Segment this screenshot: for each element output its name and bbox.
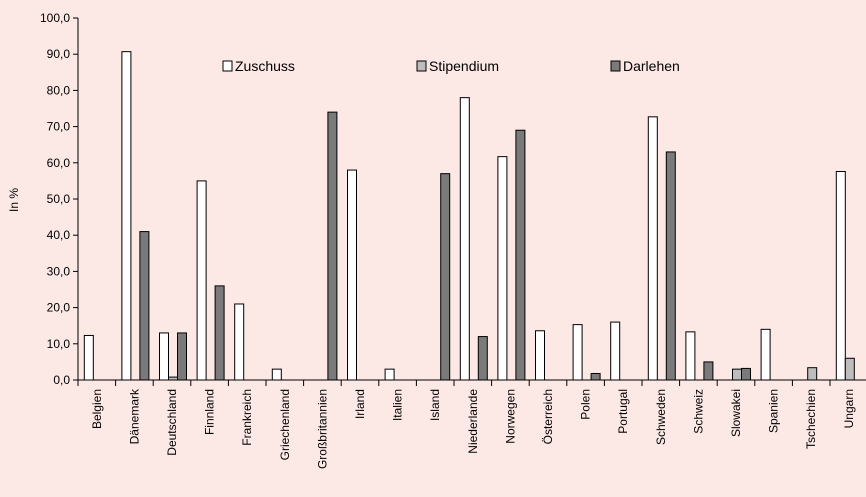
legend-swatch — [416, 60, 427, 72]
bar-stipendium — [844, 357, 855, 381]
bars — [83, 51, 855, 381]
y-tick-label: 100,0 — [40, 11, 70, 25]
bar-zuschuss — [459, 97, 470, 381]
bar-darlehen — [703, 361, 714, 381]
x-category-label: Belgien — [90, 389, 104, 429]
legend-label: Zuschuss — [235, 58, 295, 74]
y-tick-label: 80,0 — [47, 83, 71, 97]
y-tick-label: 70,0 — [47, 120, 71, 134]
x-category-label: Spanien — [767, 389, 781, 433]
bar-zuschuss — [647, 116, 658, 381]
bar-darlehen — [440, 173, 451, 381]
y-tick-label: 10,0 — [47, 337, 71, 351]
bar-darlehen — [327, 111, 338, 381]
bar-zuschuss — [535, 330, 545, 381]
bar-darlehen — [741, 367, 751, 381]
bar-zuschuss — [271, 368, 282, 381]
x-category-label: Slowakei — [729, 389, 743, 437]
bar-zuschuss — [196, 180, 207, 381]
legend-swatch — [222, 60, 233, 72]
x-category-label: Frankreich — [240, 389, 254, 446]
legend-label: Stipendium — [429, 58, 499, 74]
x-category-label: Polen — [579, 389, 593, 420]
bar-zuschuss — [760, 328, 771, 381]
x-category-label: Österreich — [541, 389, 555, 444]
x-category-label: Großbritannien — [315, 389, 329, 469]
x-category-label: Norwegen — [503, 389, 517, 444]
bar-darlehen — [214, 285, 225, 381]
bar-zuschuss — [572, 324, 583, 381]
x-category-label: Dänemark — [127, 388, 141, 444]
x-category-label: Portugal — [616, 389, 630, 434]
y-tick-label: 0,0 — [53, 373, 70, 387]
bar-darlehen — [477, 336, 488, 381]
x-category-label: Schweden — [654, 389, 668, 445]
bar-darlehen — [177, 332, 187, 381]
bar-zuschuss — [610, 321, 621, 381]
x-category-label: Island — [428, 389, 442, 421]
bar-darlehen — [590, 372, 601, 381]
y-tick-label: 30,0 — [47, 264, 71, 278]
bar-zuschuss — [835, 170, 846, 381]
bar-zuschuss — [234, 303, 245, 381]
x-category-label: Irland — [353, 389, 367, 419]
bar-zuschuss — [347, 169, 357, 381]
bar-darlehen — [665, 151, 676, 381]
y-tick-label: 20,0 — [47, 301, 71, 315]
x-category-label: Deutschland — [165, 389, 179, 456]
x-category-label: Finnland — [203, 389, 217, 435]
x-category-label: Ungarn — [842, 389, 856, 428]
bar-stipendium — [807, 367, 818, 381]
y-tick-label: 90,0 — [47, 47, 71, 61]
y-axis: 0,0 10,0 20,0 30,0 40,0 50,0 60,0 70,0 80,0 90,0 1… — [40, 11, 79, 387]
y-tick-label: 50,0 — [47, 192, 71, 206]
x-category-label: Griechenland — [278, 389, 292, 460]
legend-swatch — [610, 60, 621, 72]
x-category-label: Niederlande — [466, 389, 480, 454]
x-axis: Belgien Dänemark Deutschland Finnland Frankr… — [77, 379, 866, 469]
legend-label: Darlehen — [623, 58, 680, 74]
x-category-label: Tschechien — [804, 389, 818, 449]
bar-zuschuss — [497, 156, 508, 381]
y-tick-label: 40,0 — [47, 228, 71, 242]
bar-stipendium — [168, 376, 178, 381]
bar-zuschuss — [685, 331, 696, 381]
bar-zuschuss — [384, 368, 395, 381]
x-category-label: Italien — [391, 389, 405, 421]
legend: Zuschuss Stipendium Darlehen — [222, 58, 680, 74]
bar-darlehen — [139, 231, 150, 381]
bar-zuschuss — [121, 51, 132, 381]
y-axis-title: In % — [7, 188, 21, 212]
bar-zuschuss — [83, 334, 94, 381]
bar-zuschuss — [159, 332, 169, 381]
bar-darlehen — [515, 129, 526, 381]
y-tick-label: 60,0 — [47, 156, 71, 170]
bar-stipendium — [732, 368, 742, 381]
x-category-label: Schweiz — [691, 389, 705, 434]
